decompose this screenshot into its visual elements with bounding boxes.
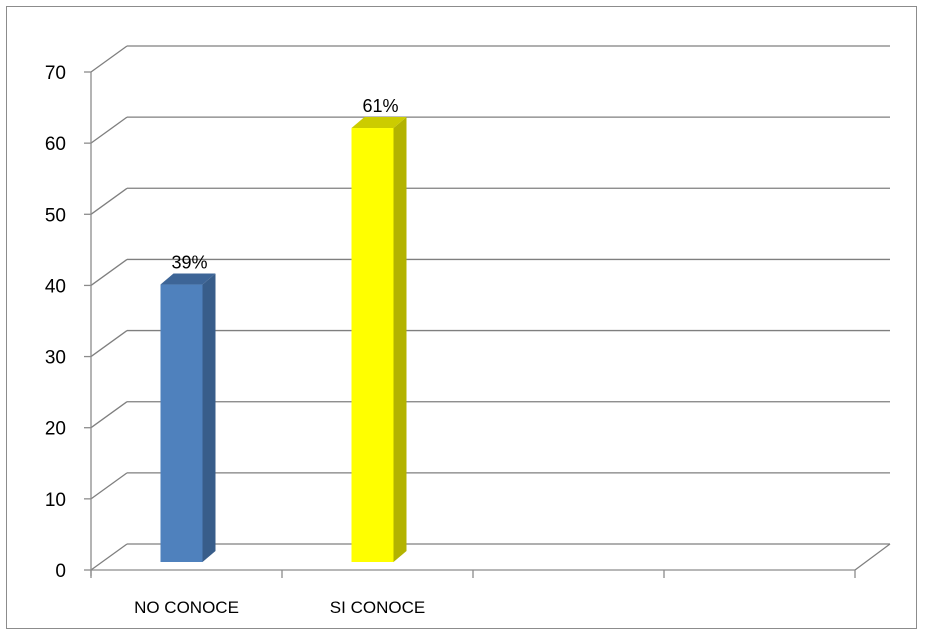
gridline-side-50 xyxy=(90,187,128,215)
gridline-side-60 xyxy=(90,116,128,144)
bar-side xyxy=(202,273,216,562)
y-tick-label-0: 0 xyxy=(55,561,66,582)
gridline-side-20 xyxy=(90,401,128,429)
bar-top xyxy=(160,273,216,285)
gridline-side-70 xyxy=(90,45,128,73)
bar-no-conoce xyxy=(160,273,216,562)
y-tick-label-60: 60 xyxy=(45,134,66,155)
bar-side xyxy=(393,117,407,563)
data-label-1: 61% xyxy=(362,96,398,116)
gridline-side-10 xyxy=(90,472,128,500)
y-tick-label-50: 50 xyxy=(45,205,66,226)
bar-front xyxy=(351,128,394,562)
y-tick-label-10: 10 xyxy=(45,490,66,511)
chart-frame xyxy=(6,6,917,629)
data-labels: 39% 61% xyxy=(171,96,398,273)
floor-right-edge xyxy=(854,543,891,571)
bars xyxy=(160,117,407,563)
bar-si-conoce xyxy=(351,117,407,563)
gridlines xyxy=(90,45,890,571)
y-tick-label-30: 30 xyxy=(45,348,66,369)
gridline-side-30 xyxy=(90,330,128,358)
y-axis-ticks: 0 10 20 30 40 50 60 70 xyxy=(45,63,91,582)
gridline-side-0 xyxy=(90,543,128,571)
y-tick-label-70: 70 xyxy=(45,63,66,84)
x-tick-label-0: NO CONOCE xyxy=(134,598,239,617)
bar-top xyxy=(351,117,407,129)
gridline-side-40 xyxy=(90,258,128,286)
x-axis-ticks: NO CONOCE SI CONOCE xyxy=(90,570,856,617)
data-label-0: 39% xyxy=(171,253,207,273)
bar-front xyxy=(160,284,203,562)
y-tick-label-20: 20 xyxy=(45,419,66,440)
y-tick-label-40: 40 xyxy=(45,276,66,297)
x-tick-label-1: SI CONOCE xyxy=(330,598,425,617)
